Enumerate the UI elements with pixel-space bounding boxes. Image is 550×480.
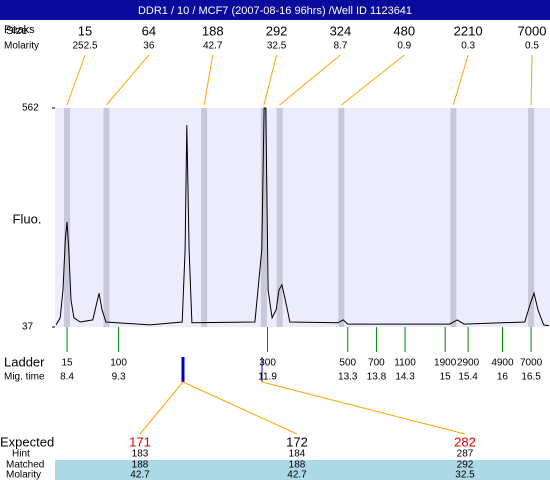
plot-area bbox=[55, 108, 550, 327]
ladder-size: 4900 bbox=[491, 358, 514, 369]
y-axis-label: Fluo. bbox=[13, 211, 42, 226]
ladder-label: Ladder bbox=[4, 354, 45, 369]
peak-molarity: 0.9 bbox=[397, 41, 411, 52]
expected-label: Expected bbox=[0, 434, 54, 449]
peak-connector bbox=[452, 54, 469, 106]
peak-size: 7000 bbox=[518, 23, 547, 38]
molarity-label: Molarity bbox=[6, 470, 41, 480]
ladder-size: 2900 bbox=[457, 358, 480, 369]
size-header: Size bbox=[6, 25, 27, 37]
peak-connector bbox=[341, 54, 405, 106]
molarity-value: 32.5 bbox=[455, 470, 475, 480]
molarity-header: Molarity bbox=[4, 41, 39, 52]
peak-size: 188 bbox=[202, 23, 224, 38]
peak-molarity: 8.7 bbox=[333, 41, 347, 52]
peak-band bbox=[201, 108, 208, 327]
ladder-time: 13.3 bbox=[338, 372, 358, 383]
y-tick-label: 37 bbox=[22, 322, 34, 333]
peak-band bbox=[260, 108, 267, 327]
ladder-size: 1100 bbox=[394, 358, 416, 369]
ladder-size: 100 bbox=[110, 358, 127, 369]
ladder-size: 300 bbox=[259, 358, 276, 369]
ladder-time: 16 bbox=[497, 372, 509, 383]
peak-connector bbox=[203, 54, 214, 106]
expected-value: 172 bbox=[286, 434, 308, 449]
ladder-time: 11.9 bbox=[258, 372, 277, 383]
peak-size: 292 bbox=[266, 23, 288, 38]
molarity-value: 42.7 bbox=[287, 470, 307, 480]
ladder-time: 9.3 bbox=[112, 372, 126, 383]
mig-time-label: Mig. time bbox=[4, 372, 45, 383]
peak-connector bbox=[530, 54, 533, 106]
peak-molarity: 36 bbox=[143, 41, 155, 52]
peak-molarity: 0.5 bbox=[525, 41, 539, 52]
matched-label: Matched bbox=[6, 460, 44, 471]
peak-band bbox=[450, 108, 457, 327]
hint-label: Hint bbox=[12, 449, 30, 460]
peak-molarity: 0.3 bbox=[461, 41, 475, 52]
ladder-time: 15 bbox=[440, 372, 452, 383]
ladder-size: 500 bbox=[339, 358, 356, 369]
peak-molarity: 32.5 bbox=[267, 41, 287, 52]
ladder-size: 700 bbox=[368, 358, 385, 369]
peak-band bbox=[276, 108, 283, 327]
expected-connector bbox=[139, 381, 184, 435]
peak-size: 2210 bbox=[454, 23, 483, 38]
peak-connector bbox=[106, 54, 150, 106]
peak-connector bbox=[66, 54, 86, 106]
matched-value: 292 bbox=[457, 460, 474, 471]
ladder-size: 1900 bbox=[434, 358, 457, 369]
matched-value: 188 bbox=[289, 460, 306, 471]
peak-connector bbox=[279, 54, 341, 106]
peak-molarity: 252.5 bbox=[72, 41, 97, 52]
expected-value: 171 bbox=[129, 434, 151, 449]
ladder-size: 7000 bbox=[520, 358, 543, 369]
peak-size: 324 bbox=[330, 23, 352, 38]
matched-band bbox=[55, 460, 550, 480]
peak-size: 15 bbox=[78, 23, 92, 38]
peak-band bbox=[528, 108, 535, 327]
molarity-value: 42.7 bbox=[130, 470, 150, 480]
trace bbox=[55, 107, 549, 327]
ladder-time: 14.3 bbox=[395, 372, 415, 383]
matched-value: 188 bbox=[132, 460, 149, 471]
peak-size: 480 bbox=[393, 23, 415, 38]
peak-band bbox=[64, 108, 71, 327]
expected-connector bbox=[261, 381, 466, 435]
peak-connector bbox=[263, 54, 278, 106]
ladder-time: 13.8 bbox=[367, 372, 387, 383]
peak-molarity: 42.7 bbox=[203, 41, 223, 52]
peaks-header: Peaks bbox=[4, 24, 35, 36]
peak-size: 64 bbox=[142, 23, 156, 38]
title-bar bbox=[0, 0, 550, 20]
hint-value: 184 bbox=[289, 449, 306, 460]
expected-connector bbox=[182, 381, 298, 435]
ladder-size: 15 bbox=[61, 358, 73, 369]
y-tick-label: 562 bbox=[22, 103, 39, 114]
hint-value: 287 bbox=[457, 449, 474, 460]
ladder-time: 8.4 bbox=[60, 372, 74, 383]
peak-band bbox=[103, 108, 110, 327]
title: DDR1 / 10 / MCF7 (2007-08-16 96hrs) /Wel… bbox=[138, 5, 412, 17]
hint-value: 183 bbox=[132, 449, 149, 460]
ladder-time: 16.5 bbox=[521, 372, 541, 383]
peak-band bbox=[338, 108, 345, 327]
expected-value: 282 bbox=[454, 434, 476, 449]
ladder-time: 15.4 bbox=[458, 372, 478, 383]
